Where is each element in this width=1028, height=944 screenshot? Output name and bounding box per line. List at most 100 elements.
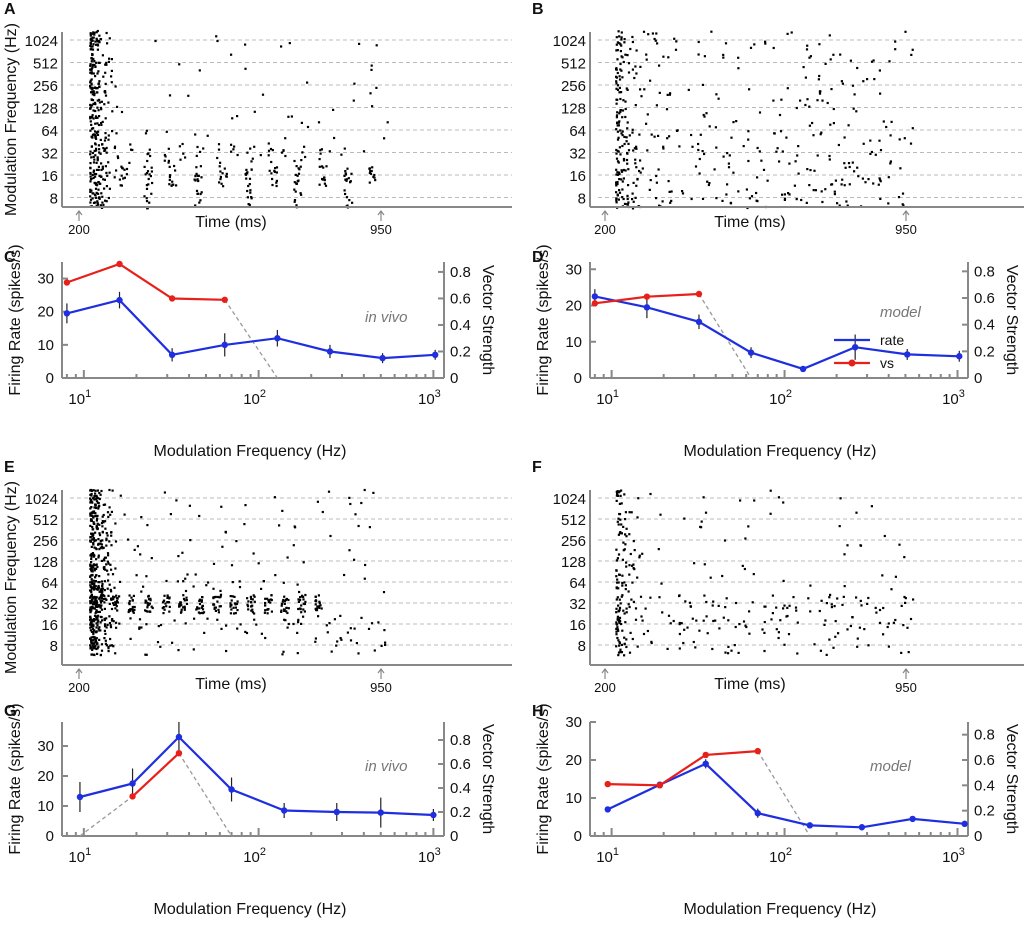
spike-mark [347,177,350,180]
y2-axis-label: Vector Strength [1003,724,1020,834]
spike-mark [683,517,686,520]
spike-mark [631,35,634,39]
spike-mark [284,619,287,622]
spike-mark [94,103,97,106]
spike-mark [100,123,103,126]
spike-mark [620,643,623,646]
time-marker-label: 950 [370,222,392,237]
spike-mark [94,115,98,118]
spike-mark [615,152,618,155]
spike-mark [809,610,812,613]
spike-mark [646,113,649,116]
spike-mark [295,204,298,207]
spike-mark [93,94,96,97]
spike-mark [192,585,195,588]
spike-mark [700,520,703,523]
spike-mark [104,199,107,202]
spike-mark [778,113,782,117]
spike-mark [97,610,100,614]
spike-mark [900,651,903,654]
spike-mark [200,606,203,609]
spike-mark [633,147,636,150]
spike-mark [115,605,118,608]
spike-mark [163,159,166,162]
spike-mark [266,597,269,600]
spike-mark [92,169,95,172]
y2-tick-label: 0 [450,828,458,845]
spike-mark [843,184,846,187]
spike-mark [735,120,738,123]
spike-mark [145,200,149,203]
rate-data-point [379,354,386,362]
spike-mark [615,173,618,176]
spike-mark [269,147,273,151]
spike-mark [621,56,624,59]
spike-mark [145,197,148,200]
spike-mark [620,523,623,526]
spike-mark [911,127,914,130]
spike-mark [184,622,187,625]
rate-series-line [594,295,960,371]
spike-mark [91,607,95,610]
spike-mark [96,122,99,125]
spike-mark [96,517,99,520]
spike-mark [194,573,197,576]
spike-mark [107,645,110,649]
spike-mark [280,609,283,612]
spike-mark [864,181,867,184]
spike-mark [349,639,353,642]
spike-mark [627,71,631,74]
spike-mark [112,645,115,648]
spike-mark [902,624,905,627]
spike-mark [321,177,324,181]
spike-mark [93,31,96,34]
spike-mark [89,166,92,169]
spike-mark [615,201,618,204]
spike-mark [830,606,833,609]
spike-mark [832,122,835,125]
spike-mark [100,192,103,195]
spike-mark [346,631,349,634]
spike-mark [252,552,255,555]
spike-mark [617,651,621,654]
spike-mark [230,150,233,153]
spike-mark [807,597,810,600]
spike-mark [618,502,621,505]
spike-mark [811,121,814,125]
spike-mark [856,66,859,70]
spike-mark [328,150,331,153]
vs-data-point [643,293,651,300]
spike-mark [93,584,96,587]
rate-data-point [604,806,611,813]
spike-mark [97,556,100,559]
spike-mark [196,145,199,149]
spike-mark [93,586,96,589]
spike-mark [293,525,296,528]
spike-mark [105,539,108,542]
rate-data-point [168,351,176,358]
spike-mark [302,615,305,618]
spike-mark [216,156,219,160]
spike-mark [104,117,107,120]
spike-mark [96,652,99,655]
spike-mark [105,617,108,620]
spike-mark [634,158,637,161]
spike-mark [217,148,221,151]
spike-mark [113,145,117,148]
spike-mark [110,69,113,72]
spike-mark [828,34,831,37]
spike-mark [92,631,95,634]
spike-mark [616,520,619,523]
spike-mark [250,168,253,171]
spike-mark [615,586,618,589]
x-tick-exponent: 2 [260,846,266,858]
spike-mark [114,85,117,88]
y2-tick-label: 0 [450,370,458,387]
spike-mark [747,525,750,528]
spike-mark [315,609,319,612]
panel-letter-c: C [4,249,16,266]
y-axis-label: Firing Rate (spikes/s) [7,703,24,854]
spike-mark [144,609,147,612]
spike-mark [103,617,106,620]
spike-mark [156,641,160,644]
